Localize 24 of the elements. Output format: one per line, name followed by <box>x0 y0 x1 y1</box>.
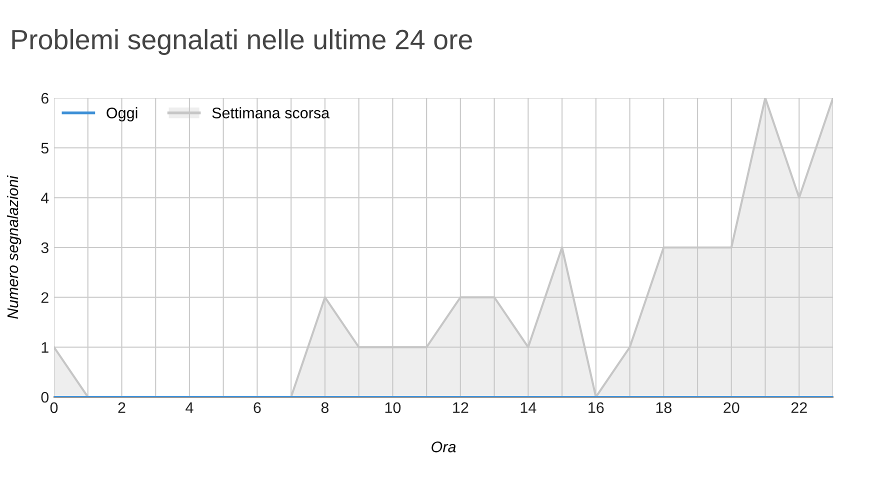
chart-title: Problemi segnalati nelle ultime 24 ore <box>12 29 472 55</box>
y-tick-label: 5 <box>41 142 48 154</box>
x-tick-label: 16 <box>588 402 604 414</box>
x-tick-label: 14 <box>520 402 536 413</box>
legend-label: Oggi <box>106 107 138 122</box>
x-tick-label: 8 <box>321 402 329 414</box>
x-tick-label: 6 <box>254 402 261 414</box>
y-tick-label: 1 <box>42 342 48 353</box>
y-tick-label: 2 <box>41 292 48 303</box>
y-tick-label: 3 <box>41 242 48 254</box>
legend-label: Settimana scorsa <box>212 107 330 118</box>
x-tick-label: 0 <box>50 402 58 414</box>
x-tick-label: 10 <box>385 402 401 414</box>
x-tick-label: 4 <box>186 402 194 413</box>
x-tick-label: 18 <box>656 402 672 414</box>
x-tick-label: 20 <box>724 402 740 414</box>
y-tick-label: 4 <box>40 192 49 204</box>
y-tick-label: 6 <box>41 92 48 104</box>
y-axis-title: Numero segnalazioni <box>6 175 22 319</box>
x-axis-title: Ora <box>432 442 456 452</box>
x-tick-label: 12 <box>453 402 468 413</box>
x-tick-label: 2 <box>118 402 126 413</box>
y-tick-label: 0 <box>41 392 49 403</box>
x-tick-label: 22 <box>791 402 807 413</box>
